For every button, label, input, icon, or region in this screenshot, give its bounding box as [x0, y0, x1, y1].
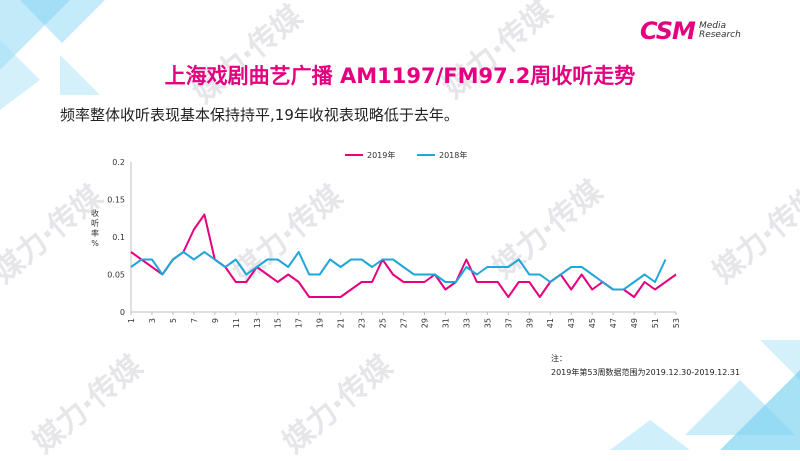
x-tick-label: 33 [462, 318, 471, 328]
x-tick-label: 29 [420, 318, 429, 328]
y-tick-label: 0 [120, 308, 125, 317]
x-tick-label: 53 [672, 318, 681, 328]
x-tick-label: 23 [358, 318, 367, 328]
x-tick-label: 1 [127, 318, 136, 323]
logo-subtext-line1: Media [698, 21, 726, 31]
x-tick-label: 3 [148, 318, 157, 323]
x-tick-label: 51 [651, 318, 660, 328]
logo-subtext: Media Research [699, 22, 741, 40]
x-tick-label: 19 [316, 318, 325, 328]
footnote-label: 注： [551, 354, 567, 363]
series-line-2019 [130, 213, 677, 298]
x-tick-label: 37 [504, 318, 513, 328]
y-tick-label: 0.2 [112, 158, 125, 167]
x-tick-label: 7 [190, 318, 199, 323]
x-tick-label: 13 [253, 318, 262, 328]
x-tick-label: 21 [337, 318, 346, 328]
x-tick-label: 41 [546, 318, 555, 328]
x-tick-label: 35 [483, 318, 492, 328]
corner-decoration-top-left [0, 0, 105, 110]
y-tick-label: 0.1 [112, 233, 125, 242]
legend-label: 2019年 [367, 150, 395, 160]
footnote: 注： 2019年第53周数据范围为2019.12.30-2019.12.31 [551, 352, 740, 380]
logo-text: CSM [640, 17, 696, 45]
legend-label: 2018年 [439, 150, 467, 160]
corner-decoration-bottom-right [610, 340, 800, 450]
x-tick-label: 31 [441, 318, 450, 328]
line-chart: 00.050.10.150.21 3 5 7 9 11 13 15 17 19 21 23 25 27 29… [91, 150, 681, 328]
series-line-2018 [130, 251, 667, 291]
y-tick-label: 0.15 [107, 196, 125, 205]
x-tick-label: 5 [169, 318, 178, 323]
x-tick-label: 27 [400, 318, 409, 328]
x-tick-label: 17 [295, 318, 304, 328]
y-tick-label: 0.05 [107, 271, 125, 280]
page-subtitle: 频率整体收听表现基本保持持平,19年收视表现略低于去年。 [60, 106, 459, 124]
x-tick-label: 45 [588, 318, 597, 328]
csm-logo: CSM Media Research [640, 16, 790, 46]
x-tick-label: 49 [630, 318, 639, 328]
footnote-text: 2019年第53周数据范围为2019.12.30-2019.12.31 [551, 368, 741, 377]
logo-subtext-line2: Research [698, 30, 741, 40]
x-tick-label: 11 [232, 318, 241, 328]
page-title: 上海戏剧曲艺广播 AM1197/FM97.2周收听走势 [164, 64, 636, 88]
x-tick-label: 15 [274, 318, 283, 328]
y-axis-label: 收听率% [91, 208, 99, 248]
x-tick-label: 39 [525, 318, 534, 328]
x-tick-label: 25 [379, 318, 388, 328]
x-tick-label: 9 [211, 318, 220, 323]
x-tick-label: 47 [609, 318, 618, 328]
x-tick-label: 43 [567, 318, 576, 328]
